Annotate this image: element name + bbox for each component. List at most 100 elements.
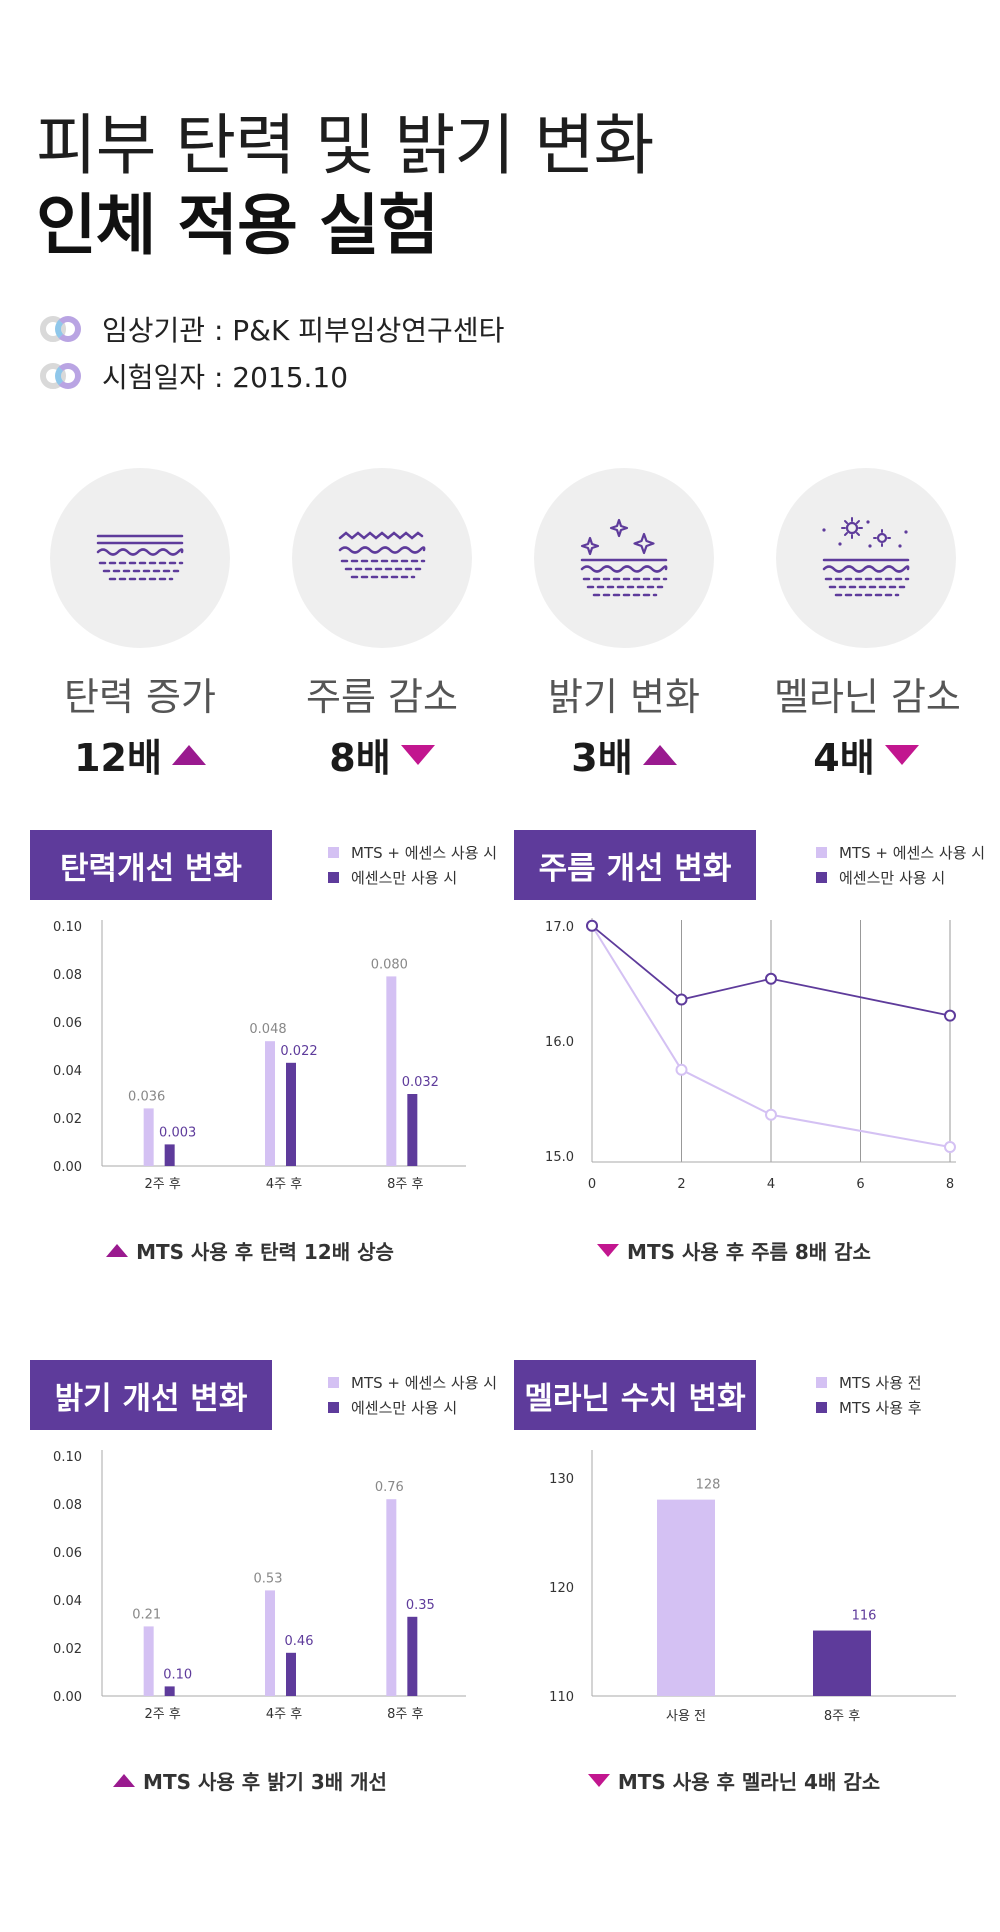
info-date-text: 시험일자 : 2015.10 — [102, 361, 349, 394]
bar — [164, 1686, 175, 1696]
wrinkle-line-chart: 0 2 4 6 8 15.0 16.0 17.0 — [545, 918, 956, 1192]
arrow-up-icon — [642, 744, 677, 765]
panel-title: 주름 개선 변화 — [514, 830, 756, 900]
data-label: 0.10 — [163, 1667, 192, 1682]
stat-melanin: 멜라닌 감소 4배 — [774, 468, 961, 782]
chart-legend: MTS 사용 전 MTS 사용 후 — [816, 1370, 922, 1420]
skin-brightness-icon — [534, 468, 714, 648]
data-label: 0.080 — [371, 957, 408, 972]
data-label: 116 — [852, 1609, 877, 1624]
data-label: 0.21 — [132, 1607, 161, 1622]
x-tick-label: 4 — [767, 1177, 775, 1192]
skin-wrinkle-icon — [292, 468, 472, 648]
data-point — [586, 919, 598, 932]
data-label: 0.46 — [285, 1634, 314, 1649]
data-label: 0.53 — [254, 1571, 283, 1586]
chart-caption: MTS 사용 후 밝기 3배 개선 — [30, 1766, 470, 1795]
x-tick-label: 2주 후 — [145, 1177, 181, 1192]
elasticity-bar-chart: 0.00 0.02 0.04 0.06 0.08 0.10 2주 후 0.036 0.003 4주… — [53, 920, 466, 1192]
page-title-line2: 인체 적용 실험 — [36, 187, 439, 264]
arrow-up-icon — [113, 1774, 136, 1787]
chart-caption: MTS 사용 후 주름 8배 감소 — [514, 1236, 954, 1265]
legend-item: MTS + 에센스 사용 시 — [328, 840, 497, 865]
panel-wrinkle: 주름 개선 변화 MTS + 에센스 사용 시 에센스만 사용 시 0 2 4 6 8 1… — [514, 830, 1000, 1300]
data-point — [675, 993, 688, 1006]
y-tick-label: 0.08 — [53, 968, 82, 983]
data-point — [944, 1141, 956, 1154]
arrow-down-icon — [587, 1774, 610, 1787]
chart-legend: MTS + 에센스 사용 시 에센스만 사용 시 — [328, 840, 497, 890]
legend-item: MTS 사용 후 — [816, 1395, 922, 1420]
rings-icon — [40, 316, 84, 342]
y-tick-label: 0.00 — [53, 1690, 82, 1705]
x-tick-label: 8주 후 — [387, 1707, 423, 1722]
panel-melanin: 멜라닌 수치 변화 MTS 사용 전 MTS 사용 후 110 120 130 사용 … — [514, 1360, 1000, 1830]
stat-label: 멜라닌 감소 — [774, 675, 961, 719]
x-tick-label: 8주 후 — [387, 1177, 423, 1192]
stat-value: 4배 — [774, 727, 958, 782]
y-tick-label: 0.06 — [53, 1546, 82, 1561]
stat-wrinkle: 주름 감소 8배 — [290, 468, 474, 782]
legend-item: 에센스만 사용 시 — [328, 865, 497, 890]
legend-item: MTS + 에센스 사용 시 — [816, 840, 985, 865]
stat-value: 8배 — [290, 727, 474, 782]
data-label: 0.35 — [406, 1598, 435, 1613]
data-label: 0.032 — [402, 1075, 439, 1090]
bar — [386, 1499, 397, 1696]
bar — [265, 1590, 275, 1696]
arrow-down-icon — [400, 744, 435, 765]
legend-item: MTS 사용 전 — [816, 1370, 922, 1395]
y-tick-label: 0.00 — [53, 1160, 82, 1175]
y-tick-label: 0.08 — [53, 1498, 82, 1513]
arrow-down-icon — [884, 744, 919, 765]
panel-title: 밝기 개선 변화 — [30, 1360, 272, 1430]
bar — [265, 1041, 275, 1166]
bar — [386, 976, 397, 1166]
y-tick-label: 120 — [549, 1581, 574, 1596]
x-tick-label: 2주 후 — [145, 1707, 181, 1722]
info-date: 시험일자 : 2015.10 — [40, 354, 348, 398]
bar — [143, 1626, 154, 1696]
y-tick-label: 16.0 — [545, 1035, 574, 1050]
x-tick-label: 사용 전 — [666, 1709, 706, 1724]
data-label: 0.036 — [128, 1089, 165, 1104]
skin-elasticity-icon — [50, 468, 230, 648]
bar — [164, 1144, 175, 1166]
y-tick-label: 0.04 — [53, 1594, 82, 1609]
data-point — [765, 972, 777, 985]
chart-legend: MTS + 에센스 사용 시 에센스만 사용 시 — [816, 840, 985, 890]
data-label: 128 — [696, 1478, 721, 1493]
y-tick-label: 0.04 — [53, 1064, 82, 1079]
info-institution-text: 임상기관 : P&K 피부임상연구센타 — [102, 314, 505, 347]
stat-elasticity: 탄력 증가 12배 — [48, 468, 232, 782]
x-tick-label: 6 — [856, 1177, 864, 1192]
x-tick-label: 8 — [946, 1177, 954, 1192]
data-point — [765, 1108, 777, 1121]
stat-label: 탄력 증가 — [64, 675, 216, 719]
data-point — [944, 1009, 956, 1022]
bar — [286, 1652, 296, 1696]
stat-label: 주름 감소 — [306, 675, 458, 719]
chart-caption: MTS 사용 후 멜라닌 4배 감소 — [514, 1766, 954, 1795]
panel-elasticity: 탄력개선 변화 MTS + 에센스 사용 시 에센스만 사용 시 0.00 0.0… — [30, 830, 520, 1300]
bar — [657, 1499, 715, 1696]
y-tick-label: 130 — [549, 1472, 574, 1487]
series-line — [591, 925, 951, 1017]
y-tick-label: 0.10 — [53, 920, 82, 935]
brightness-bar-chart: 0.00 0.02 0.04 0.06 0.08 0.10 2주 후 0.21 0.10 4주 후… — [53, 1450, 466, 1722]
page-title-line1: 피부 탄력 및 밝기 변화 — [36, 107, 654, 184]
stat-value: 3배 — [532, 727, 716, 782]
y-tick-label: 15.0 — [545, 1150, 574, 1165]
skin-melanin-icon — [776, 468, 956, 648]
y-tick-label: 110 — [549, 1690, 574, 1705]
arrow-up-icon — [106, 1244, 129, 1257]
bar — [286, 1062, 296, 1166]
bar — [813, 1630, 871, 1696]
y-tick-label: 17.0 — [545, 920, 574, 935]
x-tick-label: 4주 후 — [266, 1707, 302, 1722]
y-tick-label: 0.02 — [53, 1642, 82, 1657]
melanin-bar-chart: 110 120 130 사용 전 128 8주 후 116 — [549, 1450, 956, 1724]
data-point — [675, 1063, 688, 1076]
legend-item: MTS + 에센스 사용 시 — [328, 1370, 497, 1395]
legend-item: 에센스만 사용 시 — [328, 1395, 497, 1420]
